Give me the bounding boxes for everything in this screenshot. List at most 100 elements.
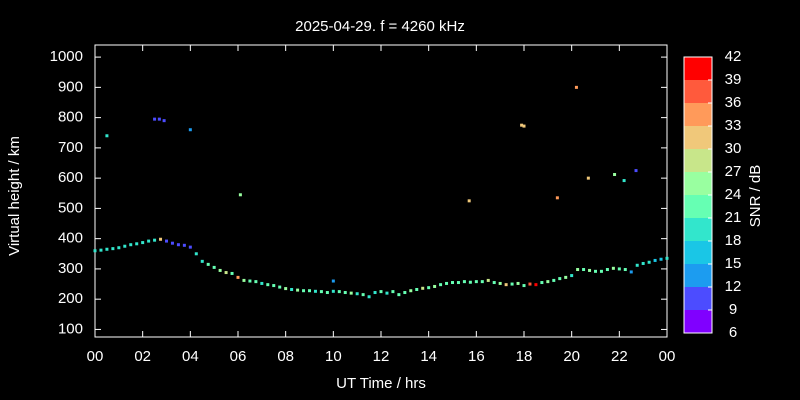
colorbar-tick-label: 30 — [725, 140, 742, 157]
point — [349, 291, 353, 295]
point — [343, 291, 347, 295]
point — [617, 267, 621, 271]
point — [427, 286, 431, 290]
point — [159, 237, 163, 241]
point — [129, 243, 133, 247]
colorbar-band — [684, 80, 712, 103]
point — [200, 259, 204, 263]
y-tick-label: 100 — [58, 320, 83, 337]
point — [313, 289, 317, 293]
point — [272, 284, 276, 288]
point — [415, 287, 419, 291]
point — [574, 85, 578, 89]
point — [451, 281, 454, 285]
point — [647, 260, 651, 264]
point — [613, 173, 617, 177]
x-tick-label: 08 — [277, 348, 294, 365]
point — [361, 293, 365, 297]
x-tick-label: 10 — [325, 348, 342, 365]
colorbar-band — [684, 287, 712, 310]
colorbar-tick-label: 33 — [725, 117, 742, 134]
point — [641, 261, 645, 265]
colorbar-band — [684, 172, 712, 195]
point — [290, 287, 294, 291]
colorbar-tick-label: 15 — [725, 255, 742, 272]
y-tick-label: 1000 — [50, 48, 83, 65]
y-tick-label: 300 — [58, 260, 83, 277]
point — [194, 252, 198, 256]
point — [188, 128, 192, 132]
x-tick-label: 04 — [182, 348, 199, 365]
point — [266, 283, 270, 287]
colorbar-tick-label: 6 — [729, 324, 737, 341]
point — [176, 243, 180, 247]
point — [659, 257, 663, 261]
point — [528, 282, 532, 286]
point — [337, 290, 341, 294]
x-tick-label: 16 — [468, 348, 485, 365]
point — [467, 199, 471, 203]
point — [391, 290, 395, 294]
point — [117, 246, 121, 250]
point — [157, 117, 161, 121]
colorbar-tick-label: 27 — [725, 163, 742, 180]
point — [445, 281, 449, 285]
point — [570, 274, 574, 278]
colorbar-band — [684, 241, 712, 264]
point — [99, 248, 103, 252]
point — [594, 269, 597, 273]
point — [385, 291, 389, 295]
point — [153, 238, 157, 242]
colorbar-label: SNR / dB — [747, 165, 764, 228]
point — [236, 275, 240, 279]
point — [558, 277, 562, 281]
point — [605, 268, 609, 272]
colorbar-tick-label: 24 — [725, 186, 742, 203]
point — [238, 193, 242, 197]
point — [634, 169, 638, 173]
y-tick-label: 600 — [58, 169, 83, 186]
point — [397, 293, 401, 297]
point — [367, 295, 371, 299]
point — [218, 268, 222, 272]
colorbar-band — [684, 310, 712, 333]
point — [93, 249, 97, 253]
x-tick-label: 22 — [611, 348, 628, 365]
colorbar-tick-label: 36 — [725, 94, 742, 111]
point — [421, 286, 425, 290]
point — [498, 281, 502, 285]
point — [522, 284, 526, 288]
chart-title: 2025-04-29. f = 4260 kHz — [295, 18, 465, 35]
point — [296, 288, 300, 292]
point — [462, 280, 466, 284]
point — [468, 280, 472, 284]
x-tick-label: 20 — [563, 348, 580, 365]
y-tick-label: 800 — [58, 109, 83, 126]
point — [409, 289, 413, 293]
point — [629, 270, 633, 274]
point — [622, 179, 626, 183]
point — [153, 117, 157, 121]
colorbar-band — [684, 218, 712, 241]
colorbar-band — [684, 264, 712, 287]
point — [522, 124, 526, 128]
y-tick-label: 400 — [58, 230, 83, 247]
point — [355, 292, 359, 296]
x-tick-label: 14 — [420, 348, 437, 365]
colorbar-tick-label: 42 — [725, 48, 742, 65]
colorbar-tick-label: 18 — [725, 232, 742, 249]
point — [260, 281, 264, 285]
point — [182, 243, 186, 247]
point — [555, 196, 559, 200]
point — [212, 265, 216, 269]
colorbar-tick-label: 39 — [725, 71, 742, 88]
point — [546, 280, 550, 284]
point — [325, 291, 329, 295]
point — [105, 247, 109, 251]
point — [653, 258, 657, 262]
point — [480, 280, 484, 284]
point — [147, 239, 151, 243]
colorbar-tick-label: 9 — [729, 301, 737, 318]
